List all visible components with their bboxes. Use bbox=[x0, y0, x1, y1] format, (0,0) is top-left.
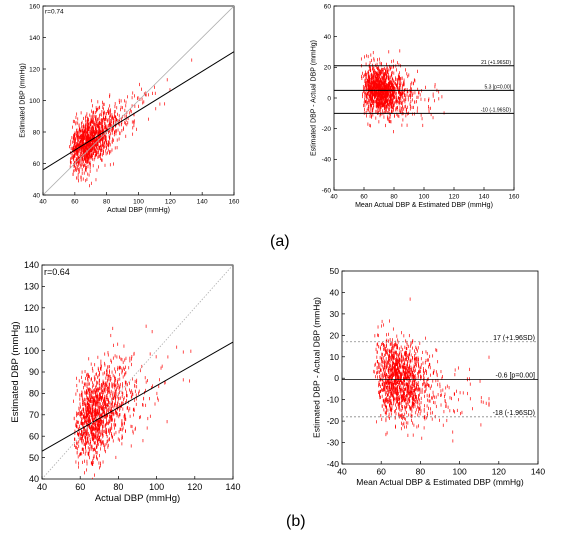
x-tick-label: 60 bbox=[71, 199, 79, 206]
y-tick-label: 80 bbox=[33, 129, 41, 136]
x-tick-label: 40 bbox=[37, 482, 47, 492]
identity-line bbox=[43, 6, 234, 195]
y-tick-label: 60 bbox=[33, 161, 41, 168]
y-tick-label: 140 bbox=[29, 35, 40, 42]
marks-group bbox=[43, 6, 234, 195]
y-tick-label: 70 bbox=[29, 410, 39, 420]
fit-line bbox=[43, 51, 234, 171]
correlation-annotation: r=0.74 bbox=[45, 9, 64, 16]
y-axis-label: Estimated DBP - Actual DBP (mmHg) bbox=[311, 40, 318, 156]
y-tick-label: 0 bbox=[327, 95, 331, 102]
chart-a-bland-altman: 21 (+1.96SD) 5.3 [p=0.00] -10 (-1.96SD) 40 6… bbox=[311, 3, 520, 209]
x-tick-label: 160 bbox=[229, 199, 240, 206]
x-tick-label: 140 bbox=[197, 199, 208, 206]
y-tick-label: 140 bbox=[24, 260, 39, 270]
x-tick-label: 100 bbox=[149, 482, 164, 492]
mean-line-label: 5.3 [p=0.00] bbox=[484, 84, 511, 90]
x-tick-label: 80 bbox=[103, 199, 111, 206]
x-tick-label: 120 bbox=[449, 194, 460, 201]
y-tick-label: 50 bbox=[29, 453, 39, 463]
x-tick-label: 60 bbox=[360, 194, 368, 201]
marks-group bbox=[342, 297, 538, 443]
y-tick-label: 120 bbox=[24, 303, 39, 313]
y-tick-label: 80 bbox=[29, 389, 39, 399]
y-tick-label: 160 bbox=[29, 3, 40, 10]
scatter-points bbox=[69, 58, 193, 188]
x-tick-label: 140 bbox=[479, 194, 490, 201]
plot-frame bbox=[333, 5, 515, 191]
y-axis-label: Estimated DBP (mmHg) bbox=[20, 63, 27, 138]
y-tick-label: 20 bbox=[324, 65, 332, 72]
y-tick-label: 100 bbox=[24, 346, 39, 356]
y-tick-label: 60 bbox=[324, 3, 332, 10]
y-tick-label: -60 bbox=[322, 187, 332, 194]
y-tick-label: 40 bbox=[324, 34, 332, 41]
y-axis-label: Estimated DBP (mmHg) bbox=[10, 321, 21, 422]
sd-line-label: 21 (+1.96SD) bbox=[481, 60, 511, 66]
y-tick-label: 110 bbox=[25, 324, 39, 334]
x-tick-label: 160 bbox=[509, 194, 520, 201]
marks-group bbox=[334, 49, 514, 134]
y-tick-label: -40 bbox=[322, 157, 332, 164]
x-tick-label: 80 bbox=[113, 482, 123, 492]
y-tick-label: 100 bbox=[29, 98, 40, 105]
identity-line bbox=[42, 265, 233, 479]
y-tick-label: 40 bbox=[33, 192, 41, 199]
scatter-points bbox=[360, 49, 445, 134]
y-tick-label: 40 bbox=[29, 474, 39, 484]
y-tick-label: 130 bbox=[24, 282, 39, 292]
x-tick-label: 60 bbox=[75, 482, 85, 492]
sd-line-label: -10 (-1.96SD) bbox=[481, 107, 512, 113]
chart-b-scatter: 40 60 80 100 120 140 40 50 60 70 80 90 100 110 120 130 1… bbox=[10, 260, 240, 504]
marks-group bbox=[42, 265, 233, 479]
x-axis-label: Actual DBP (mmHg) bbox=[107, 207, 170, 214]
x-tick-label: 80 bbox=[390, 194, 398, 201]
x-tick-label: 120 bbox=[187, 482, 202, 492]
x-tick-label: 100 bbox=[419, 194, 430, 201]
scatter-points bbox=[73, 324, 192, 479]
x-axis-label: Mean Actual DBP & Estimated DBP (mmHg) bbox=[355, 202, 493, 209]
x-tick-label: 140 bbox=[225, 482, 240, 492]
scatter-points bbox=[373, 297, 490, 443]
x-axis-label: Actual DBP (mmHg) bbox=[95, 493, 180, 504]
correlation-annotation: r=0.64 bbox=[44, 267, 70, 277]
y-tick-label: 90 bbox=[29, 367, 39, 377]
plot-frame bbox=[341, 270, 539, 465]
y-tick-label: 120 bbox=[29, 66, 40, 73]
chart-b-bland-altman: 17 (+1.96SD)-0.6 [p=0.00]-18 (-1.96SD)40… bbox=[311, 266, 545, 487]
fit-line bbox=[42, 341, 233, 452]
y-tick-label: -20 bbox=[322, 126, 332, 133]
y-tick-label: 60 bbox=[29, 431, 39, 441]
x-tick-label: 40 bbox=[330, 194, 338, 201]
x-tick-label: 120 bbox=[165, 199, 176, 206]
chart-a-scatter: 40 60 80 100 120 140 160 40 60 80 100 120 140 160 Actu… bbox=[20, 3, 240, 214]
x-tick-label: 40 bbox=[39, 199, 47, 206]
x-tick-label: 100 bbox=[133, 199, 144, 206]
